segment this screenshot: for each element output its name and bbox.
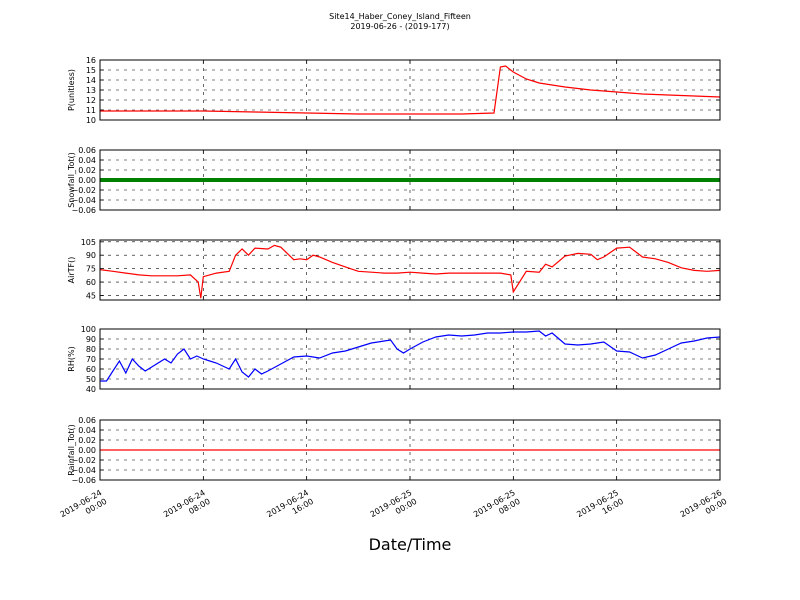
y-tick-label: 45 bbox=[86, 292, 96, 301]
y-tick-label: 0.06 bbox=[78, 146, 96, 155]
y-tick-label: 0.00 bbox=[78, 176, 96, 185]
y-axis-label: RH(%) bbox=[67, 346, 76, 371]
y-tick-label: −0.02 bbox=[71, 186, 96, 195]
y-tick-label: 0.02 bbox=[78, 436, 96, 445]
y-tick-label: 14 bbox=[86, 76, 96, 85]
y-tick-label: 11 bbox=[86, 106, 96, 115]
y-tick-label: 60 bbox=[86, 278, 96, 287]
y-tick-label: −0.06 bbox=[71, 476, 96, 485]
y-tick-label: 90 bbox=[86, 335, 96, 344]
y-tick-label: 16 bbox=[86, 56, 96, 65]
y-tick-label: 100 bbox=[81, 325, 96, 334]
panel-3: 45 60 75 90 105 AirTF() bbox=[67, 238, 721, 301]
y-axis-label: AirTF() bbox=[67, 257, 76, 284]
panels: 10111213141516P(unitless)−0.06−0.04−0.02… bbox=[67, 56, 721, 485]
chart-title-line1: Site14_Haber_Coney_Island_Fifteen bbox=[329, 12, 471, 21]
y-tick-label: 0.00 bbox=[78, 446, 96, 455]
y-tick-label: 60 bbox=[86, 365, 96, 374]
panel-2: −0.06−0.04−0.020.000.020.040.06Snowfall_… bbox=[67, 146, 721, 215]
series-line bbox=[100, 65, 721, 115]
series-line bbox=[100, 330, 721, 382]
axes-frame bbox=[99, 149, 721, 211]
y-tick-label: 80 bbox=[86, 345, 96, 354]
y-axis-label: P(unitless) bbox=[67, 69, 76, 111]
series-line bbox=[99, 244, 721, 299]
y-tick-label: −0.06 bbox=[71, 206, 96, 215]
y-tick-label: −0.02 bbox=[71, 456, 96, 465]
panel-5: −0.06−0.04−0.020.000.020.040.06Rainfall_… bbox=[67, 416, 721, 485]
chart-title-line2: 2019-06-26 - (2019-177) bbox=[350, 22, 449, 31]
x-axis-label: Date/Time bbox=[369, 535, 452, 554]
axes-frame bbox=[99, 419, 721, 481]
y-tick-label: 105 bbox=[81, 238, 96, 247]
axes-frame bbox=[99, 328, 721, 390]
y-tick-label: 75 bbox=[86, 265, 96, 274]
y-tick-label: 90 bbox=[86, 251, 96, 260]
y-tick-label: 0.04 bbox=[78, 156, 96, 165]
y-tick-label: 70 bbox=[86, 355, 96, 364]
y-tick-label: −0.04 bbox=[71, 466, 96, 475]
y-tick-label: 40 bbox=[86, 385, 96, 394]
y-tick-label: 0.04 bbox=[78, 426, 96, 435]
y-tick-label: 0.02 bbox=[78, 166, 96, 175]
y-tick-label: 12 bbox=[86, 96, 96, 105]
y-axis-label: Rainfall_Tot() bbox=[67, 424, 76, 476]
y-tick-label: 13 bbox=[86, 86, 96, 95]
axes-frame bbox=[99, 59, 721, 121]
y-tick-label: 0.06 bbox=[78, 416, 96, 425]
axes-frame bbox=[99, 239, 721, 301]
y-tick-label: −0.04 bbox=[71, 196, 96, 205]
y-tick-label: 50 bbox=[86, 375, 96, 384]
y-axis-label: Snowfall_Tot() bbox=[67, 152, 76, 208]
y-tick-label: 10 bbox=[86, 116, 96, 125]
y-tick-label: 15 bbox=[86, 66, 96, 75]
